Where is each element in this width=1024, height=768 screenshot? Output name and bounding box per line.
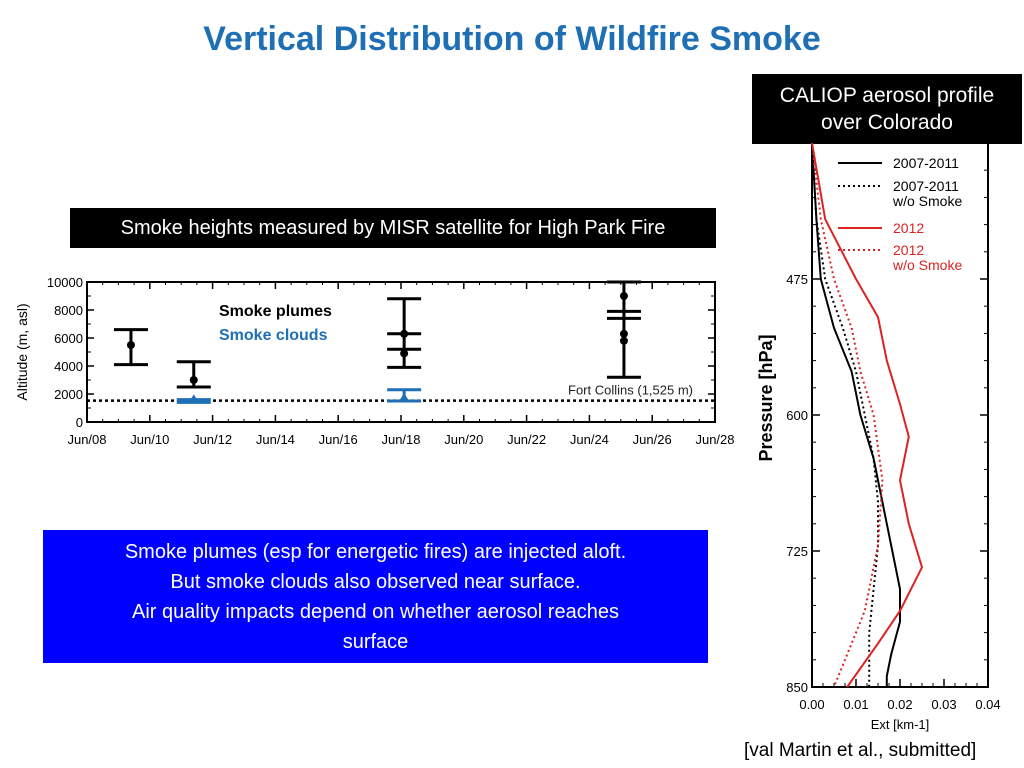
y-axis-label: Altitude (m, asl) — [14, 303, 30, 400]
x-tick-label: Jun/08 — [67, 432, 106, 447]
data-point — [619, 329, 628, 338]
legend-entry: Smoke clouds — [219, 327, 328, 344]
data-point — [619, 292, 628, 300]
x-tick-label: 0.02 — [887, 697, 912, 712]
x-tick-label: Jun/28 — [695, 432, 734, 447]
x-tick-label: Jun/10 — [130, 432, 169, 447]
data-point — [400, 329, 409, 338]
reference-line-label: Fort Collins (1,525 m) — [568, 383, 693, 398]
x-axis-label: Ext [km-1] — [871, 717, 930, 732]
summary-line: Air quality impacts depend on whether ae… — [132, 600, 619, 623]
data-point — [399, 393, 410, 401]
summary-box: Smoke plumes (esp for energetic fires) a… — [43, 530, 708, 663]
summary-line: Smoke plumes (esp for energetic fires) a… — [124, 540, 627, 563]
series-line — [811, 142, 924, 688]
legend-entry: 2012 — [893, 220, 924, 236]
y-axis-label: Pressure [hPa] — [756, 334, 776, 461]
y-tick-label: 2000 — [54, 387, 83, 402]
misr-label: Smoke heights measured by MISR satellite… — [70, 208, 716, 248]
x-tick-label: Jun/16 — [319, 432, 358, 447]
x-tick-label: 0.03 — [931, 697, 956, 712]
y-tick-label: 725 — [786, 544, 808, 559]
x-tick-label: Jun/20 — [444, 432, 483, 447]
data-point — [189, 376, 198, 384]
data-point — [188, 394, 199, 403]
y-tick-label: 850 — [786, 680, 808, 695]
x-tick-label: 0.01 — [843, 697, 868, 712]
x-tick-label: Jun/12 — [193, 432, 232, 447]
legend-entry: 2012 — [893, 242, 924, 258]
x-tick-label: Jun/18 — [381, 432, 420, 447]
y-tick-label: 8000 — [54, 303, 83, 318]
caliop-label-line1: CALIOP aerosol profile — [779, 83, 995, 107]
y-tick-label: 600 — [786, 408, 808, 423]
data-point — [126, 341, 135, 349]
x-tick-label: 0.00 — [799, 697, 824, 712]
legend-entry: Smoke plumes — [219, 303, 332, 320]
caliop-label-line2: over Colorado — [821, 111, 953, 134]
y-tick-label: 0 — [76, 415, 83, 430]
y-tick-label: 475 — [786, 272, 808, 287]
summary-line: surface — [342, 630, 409, 653]
x-tick-label: Jun/14 — [256, 432, 295, 447]
legend-entry: 2007-2011 — [893, 178, 959, 194]
citation: [val Martin et al., submitted] — [744, 740, 977, 761]
x-tick-label: Jun/22 — [507, 432, 546, 447]
caliop-label: CALIOP aerosol profile over Colorado — [752, 74, 1022, 144]
legend-entry: w/o Smoke — [892, 257, 962, 273]
x-tick-label: 0.04 — [975, 697, 1000, 712]
data-point — [619, 336, 628, 345]
data-point — [400, 349, 409, 358]
series-line — [811, 142, 901, 687]
page-title: Vertical Distribution of Wildfire Smoke — [203, 20, 821, 58]
legend-entry: 2007-2011 — [893, 155, 959, 171]
x-tick-label: Jun/24 — [570, 432, 609, 447]
legend-entry: w/o Smoke — [892, 193, 962, 209]
y-tick-label: 10000 — [47, 275, 83, 290]
y-tick-label: 6000 — [54, 331, 83, 346]
series-line — [811, 142, 879, 687]
y-tick-label: 4000 — [54, 359, 83, 374]
x-tick-label: Jun/26 — [633, 432, 672, 447]
summary-line: But smoke clouds also observed near surf… — [170, 570, 581, 593]
